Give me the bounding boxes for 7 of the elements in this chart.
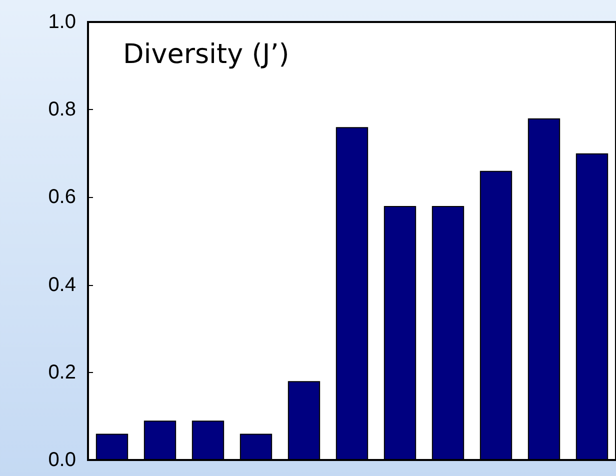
y-tick-label: 0.2 xyxy=(48,361,76,384)
y-tick-label: 0.4 xyxy=(48,274,76,296)
y-tick-label: 1.0 xyxy=(48,11,76,33)
text: Diversity (J’) xyxy=(123,39,290,70)
y-tick-label: 0.8 xyxy=(48,98,76,121)
y-tick-label: 0.0 xyxy=(48,449,76,471)
y-tick-label: 0.6 xyxy=(48,186,76,208)
